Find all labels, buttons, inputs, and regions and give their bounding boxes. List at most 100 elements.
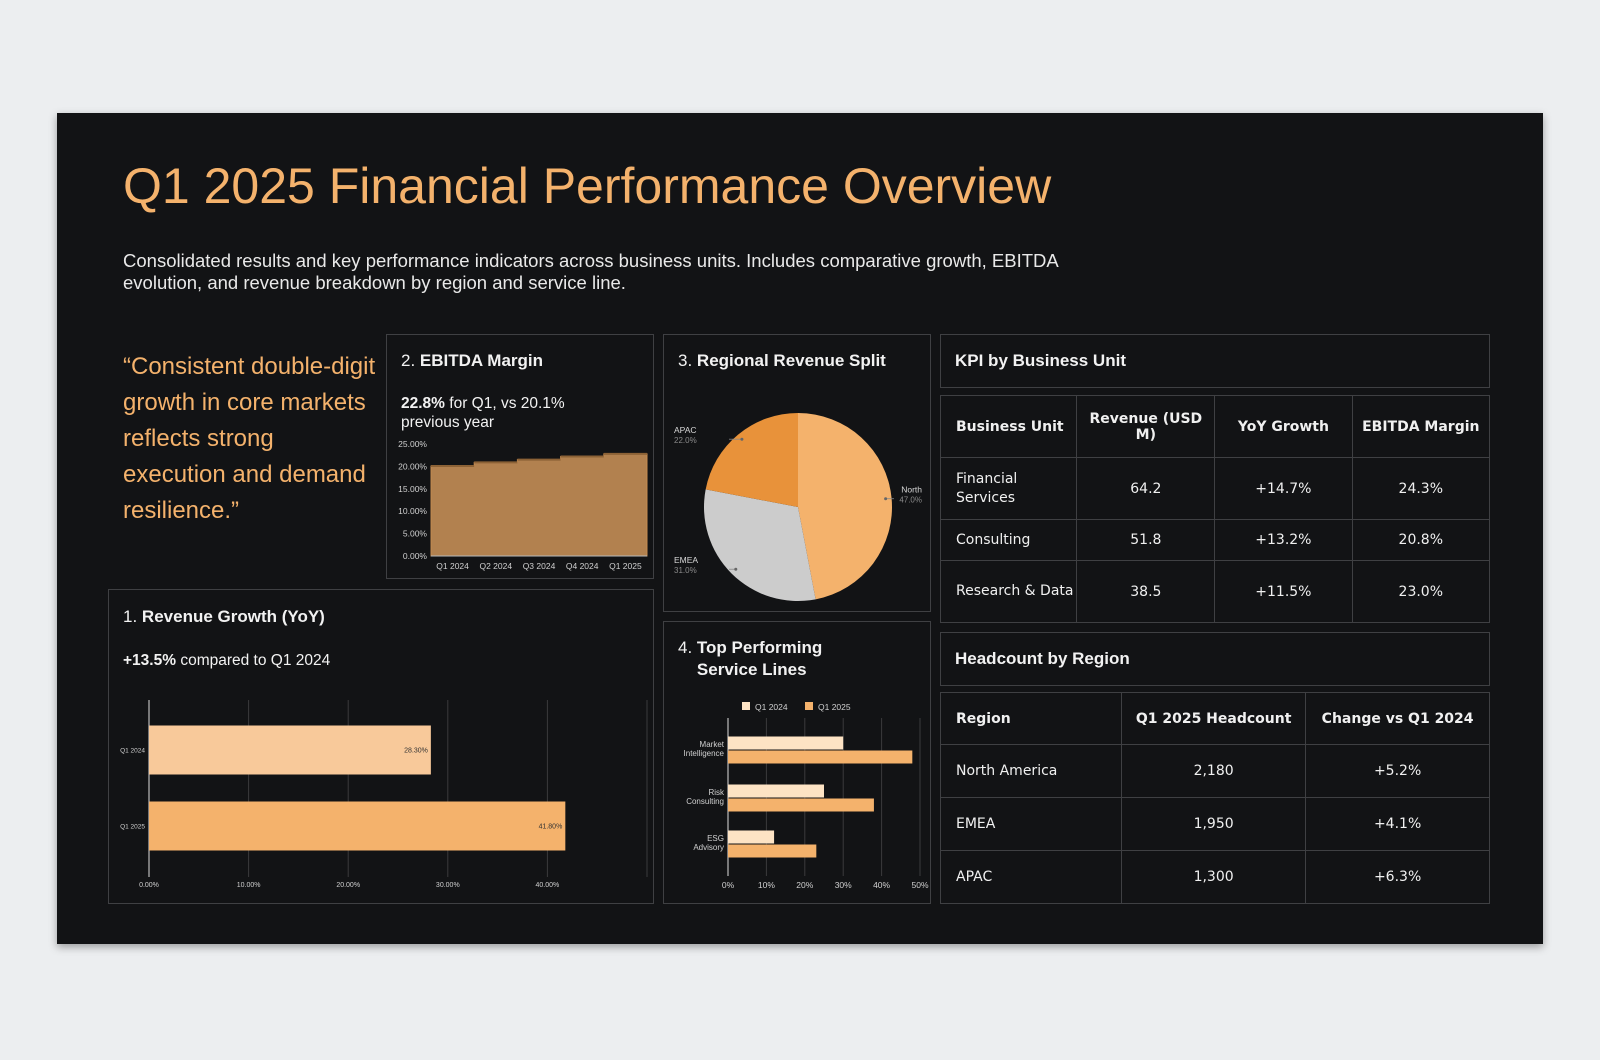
table-cell: North America — [939, 744, 1123, 798]
revenue-comparison: compared to Q1 2024 — [180, 652, 331, 669]
table-cell: +5.2% — [1305, 744, 1490, 798]
column-header: EBITDA Margin — [1351, 395, 1491, 458]
x-tick-label: 40% — [873, 880, 890, 890]
pie-slice-emea — [704, 489, 816, 601]
table-row: Consulting 51.8 +13.2% 20.8% — [939, 519, 1491, 561]
legend-swatch — [805, 702, 813, 710]
legend-swatch — [742, 702, 750, 710]
card-number: 3. — [678, 351, 693, 370]
column-header: YoY Growth — [1214, 395, 1353, 458]
revenue-summary: +13.5% compared to Q1 2024 — [123, 651, 330, 670]
x-tick-label: 20.00% — [336, 882, 360, 889]
table-cell: 23.0% — [1351, 560, 1491, 623]
legend-label: Q1 2024 — [755, 702, 788, 712]
y-tick-label: ESG — [707, 834, 724, 843]
pie-percent-label: 22.0% — [674, 436, 697, 445]
table-row: EMEA 1,950 +4.1% — [939, 797, 1490, 851]
column-header: Business Unit — [939, 395, 1078, 458]
table-cell: Research & Data — [939, 560, 1078, 623]
headcount-title-box: Headcount by Region — [940, 632, 1490, 686]
revenue-value: +13.5% — [123, 652, 177, 669]
y-tick-label: Risk — [708, 788, 725, 797]
card-number: 1. — [123, 607, 138, 626]
table-cell: Financial Services — [939, 457, 1078, 520]
column-header: Region — [939, 692, 1123, 745]
service-bar — [728, 784, 824, 798]
table-row: Research & Data 38.5 +11.5% 23.0% — [939, 560, 1491, 623]
y-tick-label: 10.00% — [398, 506, 427, 516]
ebitda-comparison: for Q1, vs 20.1% previous year — [401, 395, 565, 431]
bar-data-label: 41.80% — [539, 824, 563, 831]
y-tick-label: 5.00% — [403, 529, 428, 539]
revenue-card: 1. Revenue Growth (YoY) +13.5% compared … — [108, 589, 654, 904]
ebitda-card: 2. EBITDA Margin 22.8% for Q1, vs 20.1% … — [386, 334, 654, 579]
ebitda-card-title: 2. EBITDA Margin — [401, 351, 543, 371]
table-cell: 38.5 — [1076, 560, 1216, 623]
table-cell: 64.2 — [1076, 457, 1216, 520]
table-cell: APAC — [939, 850, 1123, 904]
service-card-title: 4. Top Performing Service Lines — [678, 637, 827, 681]
service-bar — [728, 844, 817, 858]
kpi-title-box: KPI by Business Unit — [940, 334, 1490, 388]
y-tick-label: 20.00% — [398, 461, 427, 471]
table-header-row: Region Q1 2025 Headcount Change vs Q1 20… — [939, 692, 1490, 745]
ebitda-value: 22.8% — [401, 395, 445, 412]
table-cell: +13.2% — [1214, 519, 1353, 561]
pie-percent-label: 31.0% — [674, 566, 697, 575]
card-title-text: Revenue Growth (YoY) — [141, 607, 325, 626]
x-tick-label: Q1 2025 — [609, 561, 642, 571]
service-card: 4. Top Performing Service Lines 0% 10% 20%… — [663, 621, 931, 904]
table-cell: Consulting — [939, 519, 1078, 561]
table-row: Financial Services 64.2 +14.7% 24.3% — [939, 457, 1491, 520]
card-title-text: Top Performing Service Lines — [696, 638, 823, 679]
legend-label: Q1 2025 — [818, 702, 851, 712]
y-tick-label: 0.00% — [403, 551, 428, 561]
y-tick-label: 15.00% — [398, 484, 427, 494]
ebitda-summary: 22.8% for Q1, vs 20.1% previous year — [401, 394, 601, 432]
y-tick-label: Advisory — [693, 843, 724, 852]
table-cell: 20.8% — [1351, 519, 1491, 561]
slide: Q1 2025 Financial Performance Overview C… — [57, 113, 1543, 944]
kpi-table: Business Unit Revenue (USD M) YoY Growth… — [939, 395, 1491, 623]
y-tick-label: Intelligence — [684, 749, 725, 758]
x-tick-label: 20% — [796, 880, 813, 890]
table-cell: +4.1% — [1305, 797, 1490, 851]
service-bar — [728, 750, 913, 764]
x-tick-label: Q2 2024 — [479, 561, 512, 571]
pie-slice-north — [798, 413, 892, 600]
headcount-table: Region Q1 2025 Headcount Change vs Q1 20… — [939, 692, 1490, 904]
pie-label-anchor — [734, 567, 738, 571]
card-number: 4. — [678, 638, 693, 657]
x-tick-label: 40.00% — [536, 882, 560, 889]
x-tick-label: 0% — [722, 880, 735, 890]
y-tick-label: Q1 2025 — [120, 824, 145, 831]
card-title-text: Regional Revenue Split — [696, 351, 886, 370]
pie-label: EMEA — [674, 555, 698, 565]
ebitda-area-chart: 0.00% 5.00% 10.00% 15.00% 20.00% 25.00% Q1 202… — [398, 439, 648, 571]
card-title-text: EBITDA Margin — [419, 351, 544, 370]
revenue-bar — [149, 725, 431, 775]
bar-data-label: 28.30% — [404, 748, 428, 755]
highlight-quote: “Consistent double-digit growth in core … — [123, 353, 376, 524]
page-subtitle: Consolidated results and key performance… — [123, 250, 1058, 293]
x-tick-label: Q4 2024 — [566, 561, 599, 571]
table-cell: 51.8 — [1076, 519, 1216, 561]
column-header: Q1 2025 Headcount — [1121, 692, 1307, 745]
y-tick-label: Market — [700, 740, 725, 749]
table-row: APAC 1,300 +6.3% — [939, 850, 1490, 904]
revenue-bar-chart: 0.00% 10.00% 20.00% 30.00% 40.00% Q1 2024 28.3… — [120, 700, 648, 889]
column-header: Revenue (USD M) — [1076, 395, 1216, 458]
pie-label: APAC — [674, 425, 697, 435]
table-cell: 1,950 — [1121, 797, 1307, 851]
card-number: 2. — [401, 351, 416, 370]
regional-card-title: 3. Regional Revenue Split — [678, 351, 886, 371]
service-bar — [728, 830, 775, 844]
pie-label-anchor — [884, 497, 888, 501]
service-bar — [728, 798, 874, 812]
kpi-title: KPI by Business Unit — [955, 351, 1126, 370]
x-tick-label: 50% — [911, 880, 928, 890]
table-cell: +11.5% — [1214, 560, 1353, 623]
ebitda-area — [430, 453, 648, 557]
page-title: Q1 2025 Financial Performance Overview — [123, 158, 1052, 214]
